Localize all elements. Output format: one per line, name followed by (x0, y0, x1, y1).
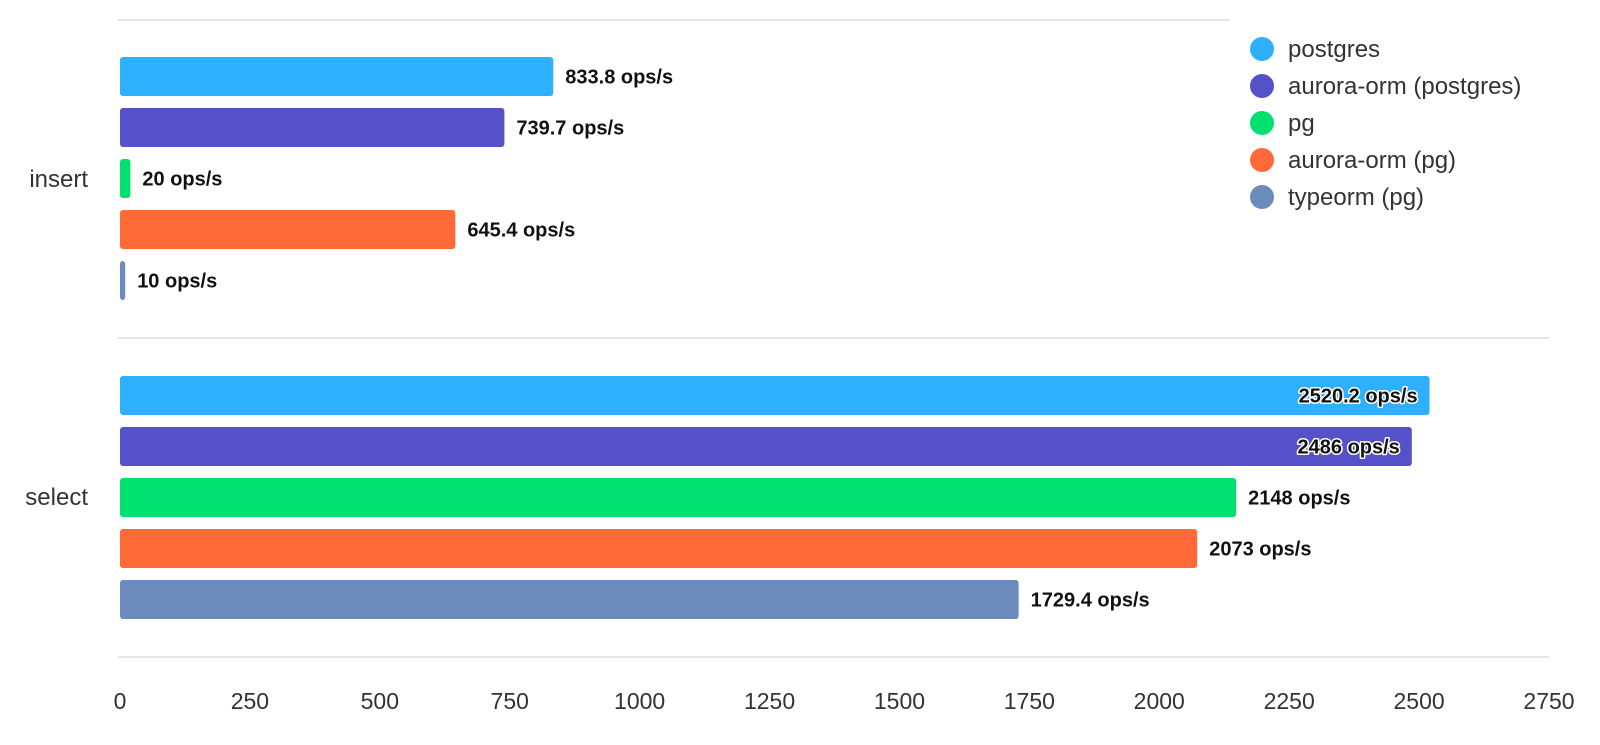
bar-select-postgres[interactable] (120, 376, 1430, 415)
x-tick-label: 0 (114, 688, 127, 714)
legend-item-label[interactable]: postgres (1288, 36, 1380, 63)
x-tick-label: 1750 (1004, 688, 1055, 714)
legend-swatch[interactable] (1250, 148, 1274, 172)
data-label: 645.4 ops/s (467, 220, 575, 242)
bar-insert-pg[interactable] (120, 159, 131, 198)
bar-insert-aurora-orm-pg-[interactable] (120, 210, 456, 249)
category-label-insert: insert (29, 166, 88, 193)
data-label: 2073 ops/s (1209, 539, 1311, 561)
legend-swatch[interactable] (1250, 37, 1274, 61)
x-tick-label: 2750 (1523, 688, 1574, 714)
legend-item-label[interactable]: typeorm (pg) (1288, 184, 1424, 211)
x-tick-label: 1000 (614, 688, 665, 714)
x-tick-label: 2000 (1134, 688, 1185, 714)
data-label: 739.7 ops/s (516, 118, 624, 140)
data-label: 2486 ops/s (1298, 437, 1400, 459)
legend-swatch[interactable] (1250, 111, 1274, 135)
x-tick-label: 250 (231, 688, 269, 714)
legend-item-label[interactable]: pg (1288, 110, 1315, 137)
legend-swatch[interactable] (1250, 185, 1274, 209)
x-tick-label: 2500 (1394, 688, 1445, 714)
x-tick-label: 1500 (874, 688, 925, 714)
bar-insert-typeorm-pg-[interactable] (120, 261, 126, 300)
bar-select-typeorm-pg-[interactable] (120, 580, 1019, 619)
data-label: 2520.2 ops/s (1299, 386, 1418, 408)
bar-insert-aurora-orm-postgres-[interactable] (120, 108, 505, 147)
category-label-select: select (25, 484, 88, 511)
data-label: 20 ops/s (142, 169, 222, 191)
bar-select-pg[interactable] (120, 478, 1237, 517)
data-label: 2148 ops/s (1248, 488, 1350, 510)
data-label: 833.8 ops/s (565, 67, 673, 89)
x-tick-label: 1250 (744, 688, 795, 714)
bar-select-aurora-orm-pg-[interactable] (120, 529, 1198, 568)
x-tick-label: 750 (491, 688, 529, 714)
x-tick-label: 500 (361, 688, 399, 714)
x-tick-label: 2250 (1264, 688, 1315, 714)
legend-swatch[interactable] (1250, 74, 1274, 98)
data-label: 1729.4 ops/s (1031, 590, 1150, 612)
bar-select-aurora-orm-postgres-[interactable] (120, 427, 1412, 466)
legend-item-label[interactable]: aurora-orm (postgres) (1288, 73, 1521, 100)
legend-item-label[interactable]: aurora-orm (pg) (1288, 147, 1456, 174)
bar-insert-postgres[interactable] (120, 57, 554, 96)
data-label: 10 ops/s (137, 271, 217, 293)
